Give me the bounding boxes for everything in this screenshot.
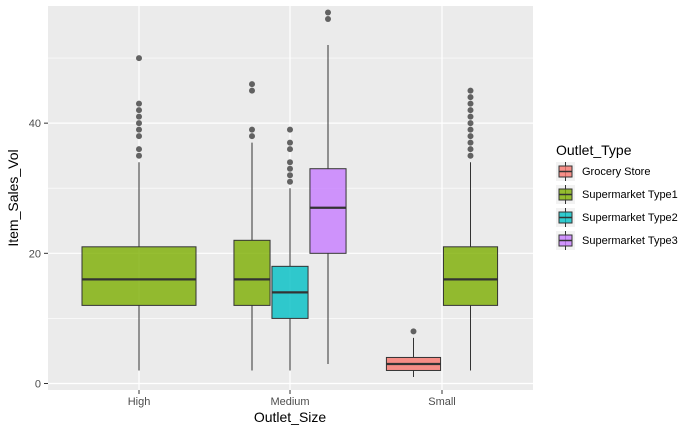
x-axis: High Medium Small (128, 390, 456, 408)
box-high-supermarket-type1 (81, 246, 197, 306)
outlier-point (249, 81, 255, 88)
outlier-point (249, 133, 255, 140)
outlier-point (467, 146, 474, 153)
x-tick-label: Small (428, 396, 456, 408)
outlier-point (467, 100, 474, 107)
outlier-point (287, 159, 293, 166)
box-small-supermarket-type1 (442, 246, 499, 306)
outlier-point (325, 9, 331, 16)
outlier-point (136, 126, 142, 133)
outlier-point (136, 55, 142, 62)
x-axis-title: Outlet_Size (254, 409, 327, 425)
outlier-point (467, 126, 474, 133)
outlier-point (467, 133, 474, 140)
y-tick-label: 40 (29, 118, 41, 130)
outlier-point (287, 126, 293, 133)
y-tick-label: 0 (35, 378, 41, 390)
outlier-point (287, 146, 293, 153)
outlier-point (136, 113, 142, 120)
y-tick-label: 20 (29, 248, 41, 260)
y-axis: 0 20 40 (29, 118, 48, 390)
outlier-point (249, 126, 255, 133)
outlier-point (136, 152, 142, 159)
x-tick-label: High (128, 396, 151, 408)
outlier-point (287, 139, 293, 146)
outlier-point (136, 120, 142, 127)
legend-title: Outlet_Type (556, 142, 632, 158)
outlier-point (467, 120, 474, 127)
outlier-point (467, 87, 474, 94)
outlier-point (136, 133, 142, 140)
outlier-point (249, 87, 255, 94)
outlier-point (467, 139, 474, 146)
outlier-point (287, 165, 293, 172)
outlier-point (325, 16, 331, 23)
box-medium-supermarket-type3 (309, 168, 347, 254)
box-medium-supermarket-type1 (233, 239, 271, 306)
legend: Outlet_Type Grocery Store Supermarket Typ… (556, 142, 678, 250)
outlier-point (287, 172, 293, 179)
outlier-point (467, 152, 474, 159)
outlier-point (467, 113, 474, 120)
outlier-point (136, 107, 142, 114)
outlier-point (136, 146, 142, 153)
outlier-point (136, 100, 142, 107)
legend-label-grocery-store: Grocery Store (582, 166, 650, 178)
outlier-point (467, 94, 474, 101)
boxes-layer (81, 9, 499, 377)
x-tick-label: Medium (270, 396, 309, 408)
legend-label-supermarket-type1: Supermarket Type1 (582, 189, 678, 201)
legend-label-supermarket-type3: Supermarket Type3 (582, 235, 678, 247)
legend-label-supermarket-type2: Supermarket Type2 (582, 212, 678, 224)
y-axis-title: Item_Sales_Vol (5, 149, 21, 246)
outlier-point (467, 107, 474, 114)
outlier-point (287, 178, 293, 185)
outlier-point (410, 328, 417, 335)
